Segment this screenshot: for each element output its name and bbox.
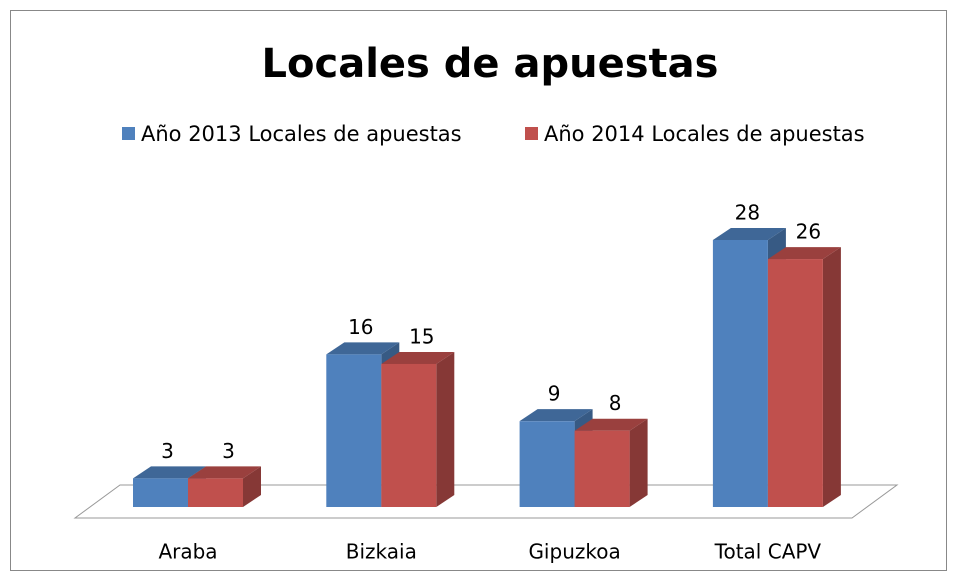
bar bbox=[381, 363, 437, 507]
data-label: 28 bbox=[735, 201, 760, 225]
data-label: 3 bbox=[222, 439, 235, 463]
data-label: 8 bbox=[609, 391, 622, 415]
bar-side bbox=[822, 247, 841, 508]
data-label: 16 bbox=[348, 315, 373, 339]
legend-swatch bbox=[122, 127, 135, 140]
bar-top bbox=[188, 466, 261, 479]
x-tick-label: Bizkaia bbox=[346, 540, 417, 564]
bar-top bbox=[574, 418, 648, 431]
bar-side bbox=[629, 418, 648, 507]
data-label: 3 bbox=[161, 439, 174, 463]
data-label: 26 bbox=[796, 220, 821, 244]
bar bbox=[519, 421, 575, 507]
data-label: 9 bbox=[548, 382, 561, 406]
legend-label: Año 2014 Locales de apuestas bbox=[544, 122, 865, 146]
bar bbox=[188, 478, 243, 507]
x-tick-label: Araba bbox=[158, 540, 217, 564]
bar-side bbox=[243, 466, 261, 507]
bar-top bbox=[133, 466, 206, 479]
x-tick-label: Total CAPV bbox=[714, 540, 822, 564]
legend-label: Año 2013 Locales de apuestas bbox=[141, 122, 462, 146]
bar bbox=[133, 478, 188, 507]
legend-swatch bbox=[525, 127, 538, 140]
data-label: 15 bbox=[409, 324, 434, 348]
floor bbox=[73, 484, 899, 519]
bar bbox=[767, 259, 823, 507]
bar-top bbox=[519, 409, 593, 422]
bar-top bbox=[326, 342, 400, 355]
bar bbox=[326, 354, 382, 507]
bar-top bbox=[712, 228, 786, 240]
bar bbox=[574, 430, 630, 507]
bar-top bbox=[381, 351, 455, 364]
bar-top bbox=[767, 247, 841, 260]
chart-title: Locales de apuestas bbox=[262, 41, 719, 87]
x-tick-label: Gipuzkoa bbox=[528, 540, 620, 564]
bar-side bbox=[436, 351, 455, 507]
bar bbox=[712, 240, 768, 507]
